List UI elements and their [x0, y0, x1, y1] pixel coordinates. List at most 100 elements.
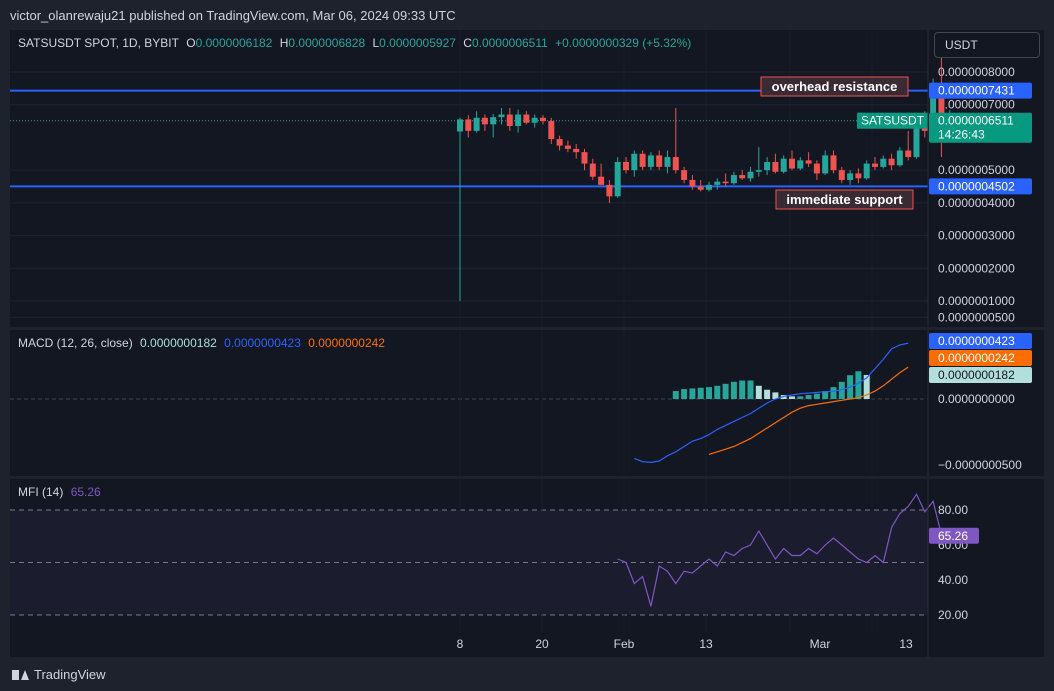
candle: [880, 155, 887, 169]
macd-histogram-bar: [838, 381, 845, 399]
candle: [556, 135, 563, 151]
price-legend: SATSUSDT SPOT, 1D, BYBIT O0.0000006182 H…: [18, 36, 695, 50]
candle-body: [465, 119, 472, 131]
symbol-label[interactable]: SATSUSDT SPOT, 1D, BYBIT: [18, 36, 179, 50]
candle: [523, 111, 530, 125]
candle: [498, 107, 505, 125]
candle-body: [797, 160, 804, 169]
currency-button[interactable]: USDT: [934, 32, 1040, 58]
candle-body: [656, 155, 663, 167]
time-tick-label: 8: [457, 637, 464, 651]
candle-body: [822, 155, 829, 174]
candle-body: [905, 150, 912, 158]
candle-body: [490, 117, 497, 125]
price-panel[interactable]: 0.0000008000 0.0000007000 0.0000005000 0.00…: [10, 30, 1044, 327]
mfi-tick-label: 80.00: [938, 503, 968, 517]
histogram-value-badge: 0.0000000182: [929, 367, 1032, 383]
candle-body: [664, 157, 671, 167]
macd-tick-label: −0.0000000500: [938, 458, 1022, 472]
macd-histogram-bar: [822, 391, 829, 399]
candle: [780, 155, 787, 174]
macd-value-badge-text: 0.0000000423: [938, 334, 1015, 348]
candle-body: [672, 157, 679, 171]
candle-body: [531, 117, 538, 123]
candle: [838, 166, 845, 184]
close-value: 0.0000006511: [471, 36, 548, 50]
symbol-price-badge: SATSUSDT: [857, 112, 928, 129]
low-label: L: [372, 36, 380, 50]
candle-body: [872, 163, 878, 167]
time-tick-label: 13: [899, 637, 913, 651]
candle: [830, 150, 837, 174]
candle-body: [647, 155, 654, 167]
candle: [697, 179, 704, 192]
macd-label[interactable]: MACD (12, 26, close): [18, 336, 133, 350]
price-tick-label: 0.0000000500: [938, 310, 1015, 324]
macd-histogram-bar: [689, 388, 696, 399]
macd-legend: MACD (12, 26, close) 0.0000000182 0.0000…: [18, 336, 389, 350]
last-price-value: 0.0000006511: [938, 114, 1014, 128]
candle: [481, 114, 488, 131]
support-price-badge: 0.0000004502: [929, 178, 1032, 195]
candle: [515, 109, 522, 133]
candle: [598, 163, 605, 185]
macd-histogram-bar: [789, 396, 795, 399]
histogram-value-badge-text: 0.0000000182: [938, 368, 1015, 382]
candlestick-chart[interactable]: 0.0000008000 0.0000007000 0.0000005000 0.00…: [10, 30, 1044, 327]
candle-body: [681, 170, 688, 180]
candle-body: [780, 158, 787, 172]
candle: [813, 160, 820, 180]
time-tick-label: Mar: [810, 637, 831, 651]
candle: [896, 147, 903, 167]
candle-body: [706, 184, 712, 190]
resistance-annotation-text: overhead resistance: [772, 79, 898, 94]
candle: [888, 153, 895, 171]
macd-hist-value: 0.0000000182: [140, 336, 217, 350]
candle: [681, 166, 688, 184]
macd-line: [634, 342, 909, 464]
macd-chart[interactable]: 0.0000000000 −0.0000000500 0.0000000423 0.0…: [10, 330, 1044, 476]
candle-body: [714, 181, 721, 185]
mfi-label[interactable]: MFI (14): [18, 485, 64, 499]
mfi-legend: MFI (14) 65.26: [18, 485, 105, 499]
mfi-panel[interactable]: 80.00 60.00 40.00 20.00 65.26 MFI (14) 65.26: [10, 479, 1044, 631]
candle: [847, 170, 854, 185]
signal-value-badge-box: [929, 350, 1032, 366]
symbol-price-badge-box: [857, 112, 928, 129]
macd-histogram-bar: [855, 371, 862, 399]
open-label: O: [186, 36, 196, 50]
time-tick-label: Feb: [614, 637, 635, 651]
low-value: 0.0000005927: [379, 36, 456, 50]
candle: [730, 171, 737, 185]
candle: [564, 140, 571, 153]
mfi-tick-label: 40.00: [938, 573, 968, 587]
candle-body: [747, 171, 754, 179]
macd-histogram-bar: [681, 389, 688, 399]
candle: [581, 148, 588, 171]
macd-histogram-bar: [722, 383, 729, 399]
macd-histogram-bar: [863, 374, 870, 399]
change-value: +0.0000000329 (+5.32%): [555, 36, 692, 50]
candle-body: [772, 161, 779, 172]
candle-body: [573, 148, 580, 153]
macd-value-badge: 0.0000000423: [929, 333, 1032, 349]
candle-body: [689, 179, 696, 187]
time-axis[interactable]: 8 20 Feb 13 Mar 13: [10, 631, 1044, 657]
candle-body: [589, 163, 596, 177]
candle-body: [847, 173, 854, 180]
signal-value-badge: 0.0000000242: [929, 350, 1032, 366]
resistance-annotation-box: [760, 76, 909, 97]
support-annotation-text: immediate support: [786, 192, 903, 207]
support-price-badge-text: 0.0000004502: [938, 179, 1015, 193]
candle: [755, 147, 762, 177]
signal-value-badge-text: 0.0000000242: [938, 351, 1015, 365]
candle-body: [739, 175, 746, 179]
candle: [639, 150, 646, 171]
candle-body: [457, 119, 463, 132]
macd-panel[interactable]: 0.0000000000 −0.0000000500 0.0000000423 0.0…: [10, 330, 1044, 476]
support-annotation: immediate support: [775, 189, 914, 210]
price-tick-label: 0.0000005000: [938, 163, 1015, 177]
candle: [672, 107, 679, 174]
